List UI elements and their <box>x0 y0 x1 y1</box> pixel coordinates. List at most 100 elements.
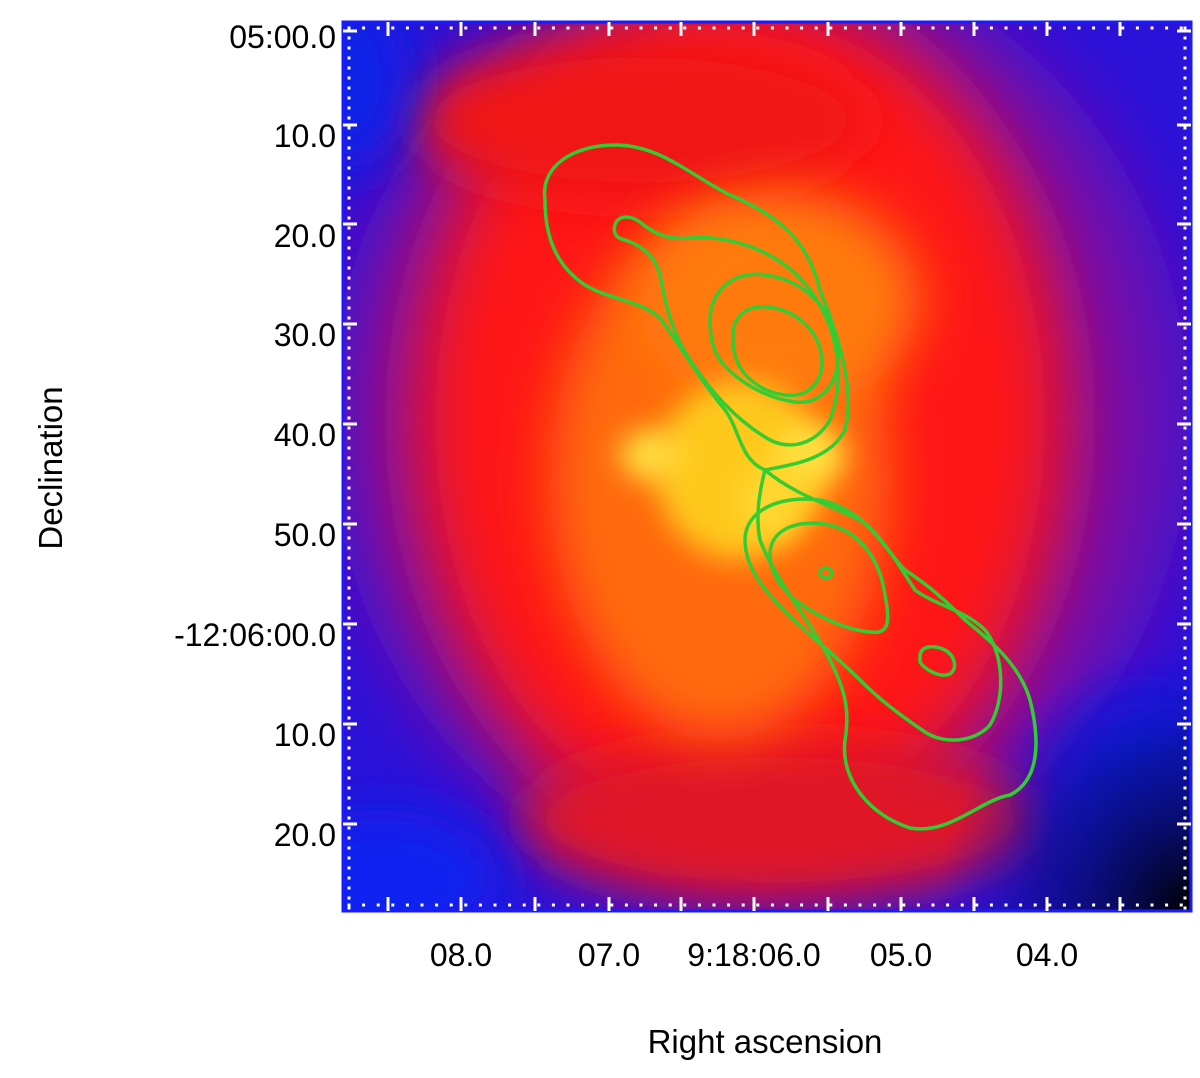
minor-tick <box>347 396 351 400</box>
minor-tick <box>347 296 351 300</box>
minor-tick <box>1183 856 1187 860</box>
contour-level-1-north <box>542 143 850 472</box>
y-tick-label: 20.0 <box>274 817 336 853</box>
contour-level-4-north <box>731 305 824 398</box>
minor-tick <box>873 26 877 30</box>
minor-tick <box>347 676 351 680</box>
minor-tick <box>581 903 585 907</box>
y-tick-label: 40.0 <box>274 417 336 453</box>
minor-tick <box>435 903 439 907</box>
minor-tick <box>347 56 351 60</box>
minor-tick <box>1183 106 1187 110</box>
minor-tick <box>522 26 526 30</box>
minor-tick <box>654 903 658 907</box>
minor-tick <box>347 656 351 660</box>
contour-level-3-south <box>768 521 890 635</box>
minor-tick <box>1183 876 1187 880</box>
minor-tick <box>1183 896 1187 900</box>
minor-tick <box>420 26 424 30</box>
minor-tick <box>347 596 351 600</box>
minor-tick <box>347 556 351 560</box>
radio-contours <box>542 143 1038 831</box>
minor-tick <box>347 886 351 890</box>
y-tick-label: 10.0 <box>274 717 336 753</box>
minor-tick <box>1092 26 1096 30</box>
minor-tick <box>902 903 906 907</box>
minor-tick <box>347 186 351 190</box>
contour-peak-southeast <box>918 644 957 677</box>
minor-tick <box>405 26 409 30</box>
minor-tick <box>1062 26 1066 30</box>
minor-tick <box>508 26 512 30</box>
minor-tick <box>347 646 351 650</box>
minor-tick <box>1183 366 1187 370</box>
contour-peak-south <box>818 566 834 580</box>
minor-tick <box>347 216 351 220</box>
minor-tick <box>347 176 351 180</box>
y-tick-label: 20.0 <box>274 218 336 254</box>
minor-tick <box>493 903 497 907</box>
minor-tick <box>347 896 351 900</box>
minor-tick <box>1183 266 1187 270</box>
minor-tick <box>1183 636 1187 640</box>
minor-tick <box>1183 426 1187 430</box>
minor-tick <box>347 66 351 70</box>
minor-tick <box>1165 26 1169 30</box>
minor-tick <box>1183 516 1187 520</box>
minor-tick <box>1183 706 1187 710</box>
minor-tick <box>1019 903 1023 907</box>
minor-tick <box>347 146 351 150</box>
minor-tick <box>1183 276 1187 280</box>
minor-tick <box>887 26 891 30</box>
minor-tick <box>1183 906 1187 910</box>
minor-tick <box>347 336 351 340</box>
minor-tick <box>1077 903 1081 907</box>
minor-tick <box>1183 596 1187 600</box>
minor-tick <box>347 426 351 430</box>
minor-tick <box>347 306 351 310</box>
minor-tick <box>1004 903 1008 907</box>
minor-tick <box>347 546 351 550</box>
minor-tick <box>683 26 687 30</box>
minor-tick <box>1183 726 1187 730</box>
x-tick-label: 04.0 <box>1016 937 1078 973</box>
minor-tick <box>931 26 935 30</box>
minor-tick <box>595 26 599 30</box>
minor-tick <box>347 906 351 910</box>
minor-tick <box>1183 796 1187 800</box>
minor-tick <box>347 846 351 850</box>
minor-tick <box>347 616 351 620</box>
minor-tick <box>347 836 351 840</box>
minor-tick <box>347 746 351 750</box>
minor-tick <box>1183 536 1187 540</box>
minor-tick <box>800 26 804 30</box>
minor-tick <box>1183 286 1187 290</box>
minor-tick <box>1183 236 1187 240</box>
minor-tick <box>843 26 847 30</box>
minor-tick <box>1183 256 1187 260</box>
minor-tick <box>347 726 351 730</box>
minor-tick <box>420 903 424 907</box>
minor-tick <box>347 226 351 230</box>
minor-tick <box>1183 156 1187 160</box>
minor-tick <box>975 903 979 907</box>
minor-tick <box>1062 903 1066 907</box>
minor-tick <box>391 26 395 30</box>
minor-tick <box>347 696 351 700</box>
y-tick-labels: 05:00.0 10.0 20.0 30.0 40.0 50.0 -12:06:… <box>174 19 336 853</box>
minor-tick <box>347 416 351 420</box>
minor-tick <box>610 26 614 30</box>
minor-tick <box>1183 476 1187 480</box>
minor-tick <box>537 26 541 30</box>
minor-tick <box>1183 356 1187 360</box>
minor-tick <box>668 903 672 907</box>
minor-tick <box>347 116 351 120</box>
minor-tick <box>639 26 643 30</box>
minor-tick <box>376 903 380 907</box>
minor-tick <box>1183 56 1187 60</box>
minor-tick <box>1183 866 1187 870</box>
minor-tick <box>1183 626 1187 630</box>
minor-tick <box>1106 26 1110 30</box>
minor-tick <box>1183 96 1187 100</box>
minor-tick <box>1183 836 1187 840</box>
